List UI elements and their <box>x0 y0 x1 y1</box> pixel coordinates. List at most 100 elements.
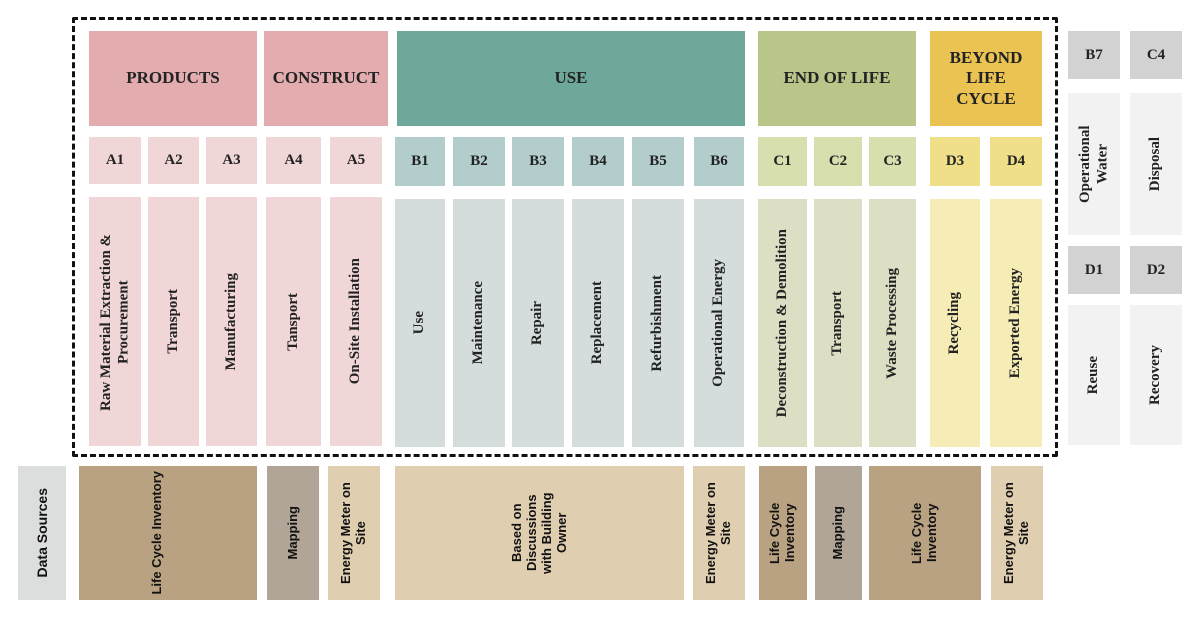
excluded-code-b7: B7 <box>1068 31 1120 79</box>
module-code-a5: A5 <box>330 137 382 184</box>
data-source-d4-text: Energy Meter on Site <box>1001 482 1031 584</box>
module-label-b5-text: Refurbishment <box>649 274 666 372</box>
module-label-b4: Replacement <box>572 199 624 447</box>
module-code-a4: A4 <box>266 137 321 184</box>
stage-header-construct: CONSTRUCT <box>264 31 388 126</box>
module-code-b3-text: B3 <box>529 153 547 169</box>
data-source-a4-text: Mapping <box>284 506 300 560</box>
excluded-code-c4-text: C4 <box>1146 46 1166 63</box>
data-source-a5: Energy Meter on Site <box>328 466 380 600</box>
module-code-c3: C3 <box>869 137 916 186</box>
module-label-b1: Use <box>395 199 445 447</box>
module-label-c3-text: Waste Processing <box>883 267 900 379</box>
module-label-a4-text: Tansport <box>284 292 301 351</box>
module-label-a5-text: On-Site Installation <box>347 258 364 385</box>
excluded-code-d2-text: D2 <box>1146 261 1166 278</box>
module-code-c1: C1 <box>758 137 807 186</box>
module-label-c1-text: Deconstruction & Demolition <box>773 228 790 418</box>
module-code-a2-text: A2 <box>164 152 183 168</box>
data-source-a4: Mapping <box>267 466 319 600</box>
stage-header-products: PRODUCTS <box>89 31 257 126</box>
data-sources-title-text: Data Sources <box>33 488 50 578</box>
module-code-b5: B5 <box>632 137 684 186</box>
module-label-a3: Manufacturing <box>206 197 257 446</box>
module-label-d4: Exported Energy <box>990 199 1042 447</box>
module-label-a2: Transport <box>148 197 199 446</box>
module-code-c2: C2 <box>814 137 862 186</box>
excluded-label-d2-text: Recovery <box>1147 345 1164 405</box>
module-code-b2-text: B2 <box>470 153 488 169</box>
module-code-a3-text: A3 <box>222 152 241 168</box>
module-code-a1: A1 <box>89 137 141 184</box>
module-label-b6: Operational Energy <box>694 199 744 447</box>
excluded-label-b7-text: Operational Water <box>1076 125 1110 203</box>
excluded-label-d1: Reuse <box>1068 305 1120 445</box>
module-code-b4: B4 <box>572 137 624 186</box>
stage-header-beyond-label: BEYOND LIFE CYCLE <box>949 47 1023 108</box>
module-label-c1: Deconstruction & Demolition <box>758 199 807 447</box>
data-source-a5-text: Energy Meter on Site <box>338 482 368 584</box>
module-code-b6: B6 <box>694 137 744 186</box>
module-label-a4: Tansport <box>266 197 321 446</box>
module-label-d3: Recycling <box>930 199 980 447</box>
module-code-b1-text: B1 <box>411 153 429 169</box>
excluded-label-d1-text: Reuse <box>1085 355 1102 395</box>
excluded-code-b7-text: B7 <box>1085 46 1103 63</box>
module-code-b3: B3 <box>512 137 564 186</box>
module-code-c3-text: C3 <box>883 153 902 169</box>
system-boundary <box>72 17 1058 457</box>
module-label-b2-text: Maintenance <box>470 281 487 365</box>
data-sources-title: Data Sources <box>18 466 66 600</box>
module-label-b1-text: Use <box>411 311 428 335</box>
module-label-d4-text: Exported Energy <box>1007 267 1024 379</box>
excluded-code-c4: C4 <box>1130 31 1182 79</box>
module-label-b4-text: Replacement <box>589 281 606 365</box>
module-code-b6-text: B6 <box>710 153 728 169</box>
module-code-d3: D3 <box>930 137 980 186</box>
data-source-c2-text: Mapping <box>830 506 846 560</box>
data-source-c1-text: Life Cycle Inventory <box>767 502 797 564</box>
stage-header-end-of-life: END OF LIFE <box>758 31 916 126</box>
excluded-code-d2: D2 <box>1130 246 1182 294</box>
module-label-d3-text: Recycling <box>946 291 963 355</box>
module-code-b5-text: B5 <box>649 153 667 169</box>
module-code-c2-text: C2 <box>828 153 848 169</box>
module-code-a5-text: A5 <box>346 152 366 168</box>
module-label-b3: Repair <box>512 199 564 447</box>
excluded-label-d2: Recovery <box>1130 305 1182 445</box>
data-source-a1-a3-text: Life Cycle Inventory <box>149 471 164 595</box>
module-code-b4-text: B4 <box>589 153 607 169</box>
data-source-b1-b5: Based on Discussions with Building Owner <box>395 466 684 600</box>
module-code-d4-text: D4 <box>1006 153 1026 169</box>
module-code-c1-text: C1 <box>773 153 792 169</box>
data-source-b1-b5-text: Based on Discussions with Building Owner <box>508 492 569 574</box>
excluded-code-d1-text: D1 <box>1084 261 1104 278</box>
module-code-d3-text: D3 <box>945 153 965 169</box>
data-source-b6: Energy Meter on Site <box>693 466 745 600</box>
data-source-c3-d3: Life Cycle Inventory <box>869 466 981 600</box>
module-label-a5: On-Site Installation <box>330 197 382 446</box>
stage-header-use-label: USE <box>554 68 588 88</box>
module-code-a4-text: A4 <box>284 152 303 168</box>
stage-header-construct-label: CONSTRUCT <box>272 68 380 88</box>
module-code-a1-text: A1 <box>105 152 125 168</box>
module-label-c3: Waste Processing <box>869 199 916 447</box>
excluded-label-c4-text: Disposal <box>1147 136 1164 192</box>
module-code-a2: A2 <box>148 137 199 184</box>
stage-header-beyond: BEYOND LIFE CYCLE <box>930 31 1042 126</box>
module-label-a1: Raw Material Extraction & Procurement <box>89 197 141 446</box>
module-label-b6-text: Operational Energy <box>710 259 727 387</box>
module-label-c2-text: Transport <box>829 290 846 356</box>
module-label-a1-text: Raw Material Extraction & Procurement <box>97 232 131 411</box>
data-source-d4: Energy Meter on Site <box>991 466 1043 600</box>
excluded-label-b7: Operational Water <box>1068 93 1120 235</box>
data-source-b6-text: Energy Meter on Site <box>703 482 733 584</box>
module-label-c2: Transport <box>814 199 862 447</box>
module-code-b2: B2 <box>453 137 505 186</box>
data-source-c2: Mapping <box>815 466 862 600</box>
module-code-a3: A3 <box>206 137 257 184</box>
module-code-b1: B1 <box>395 137 445 186</box>
stage-header-end-of-life-label: END OF LIFE <box>783 68 891 88</box>
module-code-d4: D4 <box>990 137 1042 186</box>
data-source-c3-d3-text: Life Cycle Inventory <box>909 502 939 564</box>
